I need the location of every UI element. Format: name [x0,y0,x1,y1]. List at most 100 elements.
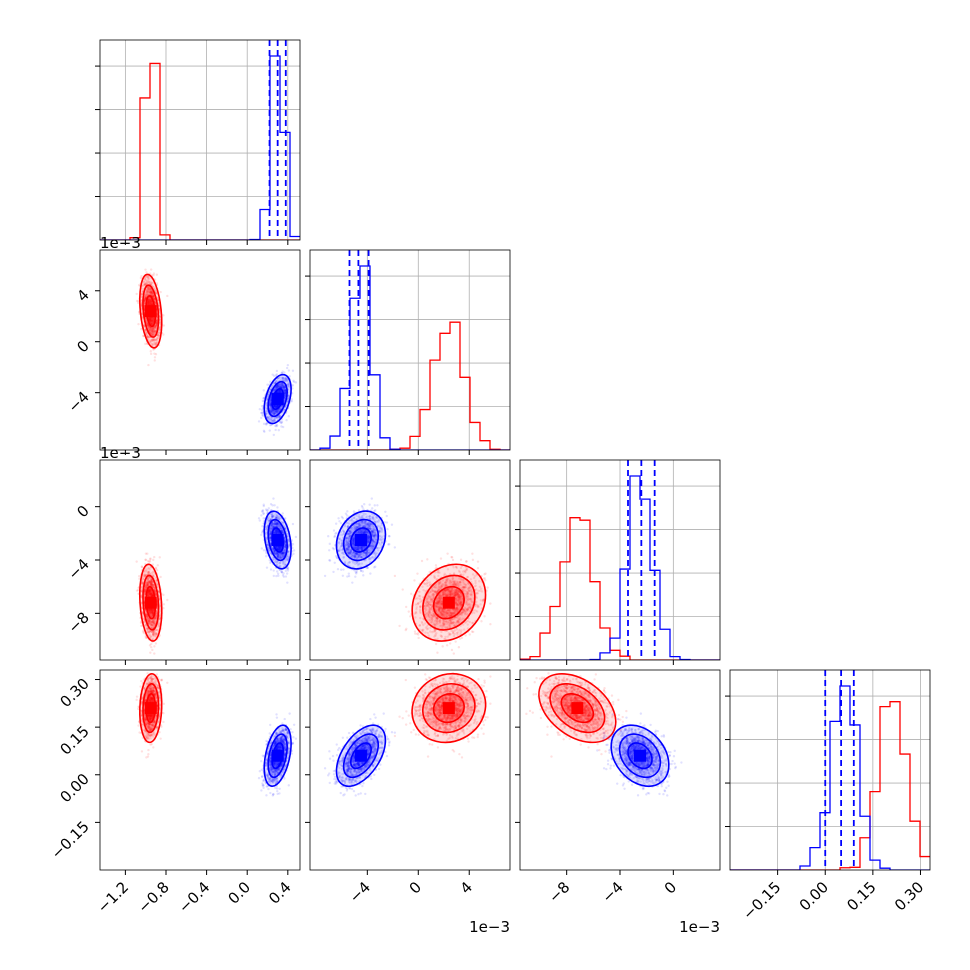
sample-point [156,298,160,302]
sample-point [267,416,270,419]
sample-point [292,380,296,384]
sample-point [265,411,269,414]
sample-point [150,281,153,285]
sample-point [294,381,298,384]
sample-point [257,517,261,520]
sample-point [141,287,144,290]
sample-point [146,286,150,290]
sample-point [281,377,285,380]
sample-point [272,413,276,416]
sample-point [150,322,154,326]
sample-point [150,319,153,322]
sample-point [157,334,161,337]
sample-point [144,558,147,562]
sample-point [276,572,280,575]
sample-point [151,342,154,346]
sample-point [144,292,148,296]
sample-point [148,327,151,330]
sample-point [282,384,285,387]
sample-point [159,319,162,322]
sample-point [150,291,153,294]
sample-point [149,299,152,302]
sample-point [277,391,281,394]
sample-point [284,389,287,392]
sample-point [272,569,275,572]
sample-point [271,373,274,376]
sample-point [158,556,161,559]
sample-point [149,327,152,331]
sample-point [156,334,159,338]
sample-point [268,403,272,406]
sample-point [146,578,150,582]
sample-point [144,294,148,298]
sample-point [162,314,165,317]
sample-point [144,328,147,332]
sample-point [148,318,152,321]
sample-point [140,293,143,296]
sample-point [275,424,278,428]
sample-point [278,407,281,411]
sample-point [273,411,276,414]
sample-point [268,402,271,406]
sample-point [135,292,138,296]
sample-point [281,376,284,380]
sample-point [144,283,147,286]
sample-point [158,328,161,331]
sample-point [269,410,273,414]
sample-point [151,326,155,330]
sample-point [281,384,284,388]
sample-point [147,298,151,301]
sample-point [149,317,152,321]
sample-point [150,292,153,295]
sample-point [149,300,152,303]
sample-point [162,606,165,610]
sample-point [148,340,151,343]
sample-point [261,413,264,417]
sample-point [280,385,283,388]
sample-point [281,385,284,389]
sample-point [283,393,286,396]
sample-point [150,343,153,346]
sample-point [285,377,288,380]
sample-point [284,392,287,395]
sample-point [286,399,289,403]
sample-point [162,333,165,336]
sample-point [143,297,147,300]
sample-point [156,337,160,340]
sample-point [150,330,154,334]
sample-point [283,386,286,389]
sample-point [283,395,287,398]
sample-point [143,299,147,303]
sample-point [145,289,149,292]
sample-point [272,412,276,415]
sample-point [154,353,158,356]
sample-point [151,317,155,320]
sample-point [143,299,146,302]
sample-point [275,423,278,426]
sample-point [155,322,158,325]
sample-point [151,327,155,330]
sample-point [148,301,151,304]
sample-point [148,298,152,302]
sample-point [271,384,274,387]
sample-point [150,292,153,295]
sample-point [150,320,153,323]
sample-point [153,326,156,329]
sample-point [275,405,278,409]
sample-point [147,324,150,328]
sample-point [152,558,155,562]
sample-point [154,322,158,325]
sample-point [147,287,150,291]
sample-point [278,382,282,386]
sample-point [162,593,165,597]
sample-point [283,392,287,395]
sample-point [278,415,282,418]
sample-point [153,356,157,359]
sample-point [280,371,283,375]
sample-point [146,335,150,338]
sample-point [279,383,282,387]
sample-point [151,317,154,321]
sample-point [144,330,148,333]
sample-point [274,405,277,408]
sample-point [146,333,149,336]
